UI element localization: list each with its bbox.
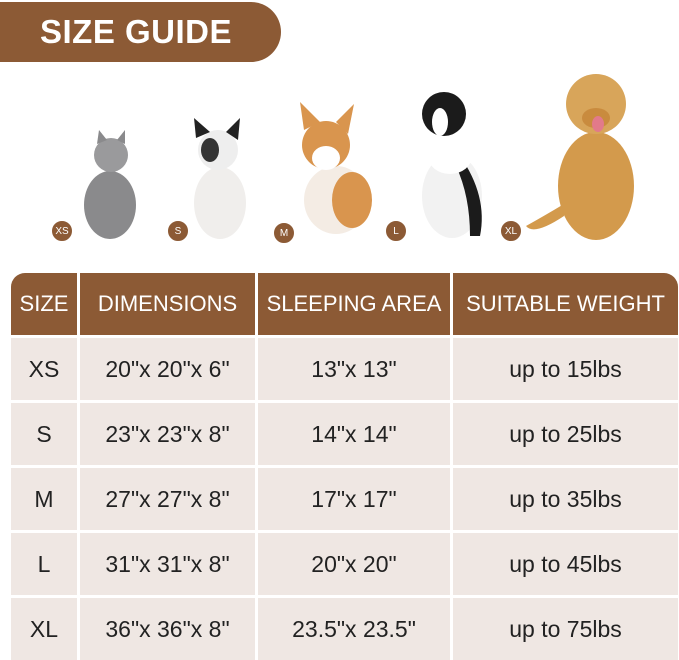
sleeping-area-cell: 17"x 17" [258, 465, 453, 530]
size-cell: XS [11, 335, 80, 400]
sleeping-area-cell: 23.5"x 23.5" [258, 595, 453, 660]
header-size: SIZE [11, 273, 80, 335]
weight-cell: up to 45lbs [453, 530, 678, 595]
sleeping-area-cell: 13"x 13" [258, 335, 453, 400]
size-badge-xs: XS [51, 220, 73, 242]
sleeping-area-cell: 20"x 20" [258, 530, 453, 595]
border-collie-icon [422, 92, 482, 238]
size-cell: S [11, 400, 80, 465]
size-badge-m: M [273, 222, 295, 244]
size-badge-s: S [167, 220, 189, 242]
table-header-row: SIZE DIMENSIONS SLEEPING AREA SUITABLE W… [11, 273, 678, 335]
weight-cell: up to 25lbs [453, 400, 678, 465]
golden-retriever-icon [526, 74, 634, 240]
table-row: L 31"x 31"x 8" 20"x 20" up to 45lbs [11, 530, 678, 595]
size-table: SIZE DIMENSIONS SLEEPING AREA SUITABLE W… [11, 273, 678, 660]
size-guide-title: SIZE GUIDE [0, 2, 281, 62]
table-row: XS 20"x 20"x 6" 13"x 13" up to 15lbs [11, 335, 678, 400]
size-badge-xl: XL [500, 220, 522, 242]
header-suitable-weight: SUITABLE WEIGHT [453, 273, 678, 335]
french-bulldog-icon [194, 118, 246, 239]
dimensions-cell: 23"x 23"x 8" [80, 400, 258, 465]
dimensions-cell: 27"x 27"x 8" [80, 465, 258, 530]
header-dimensions: DIMENSIONS [80, 273, 258, 335]
table-row: XL 36"x 36"x 8" 23.5"x 23.5" up to 75lbs [11, 595, 678, 660]
dimensions-cell: 31"x 31"x 8" [80, 530, 258, 595]
table-row: M 27"x 27"x 8" 17"x 17" up to 35lbs [11, 465, 678, 530]
weight-cell: up to 75lbs [453, 595, 678, 660]
table-row: S 23"x 23"x 8" 14"x 14" up to 25lbs [11, 400, 678, 465]
sleeping-area-cell: 14"x 14" [258, 400, 453, 465]
size-cell: M [11, 465, 80, 530]
cat-icon [84, 130, 136, 239]
dimensions-cell: 20"x 20"x 6" [80, 335, 258, 400]
dimensions-cell: 36"x 36"x 8" [80, 595, 258, 660]
weight-cell: up to 15lbs [453, 335, 678, 400]
header-sleeping-area: SLEEPING AREA [258, 273, 453, 335]
size-cell: L [11, 530, 80, 595]
corgi-icon [300, 102, 372, 234]
size-badge-l: L [385, 220, 407, 242]
size-cell: XL [11, 595, 80, 660]
weight-cell: up to 35lbs [453, 465, 678, 530]
